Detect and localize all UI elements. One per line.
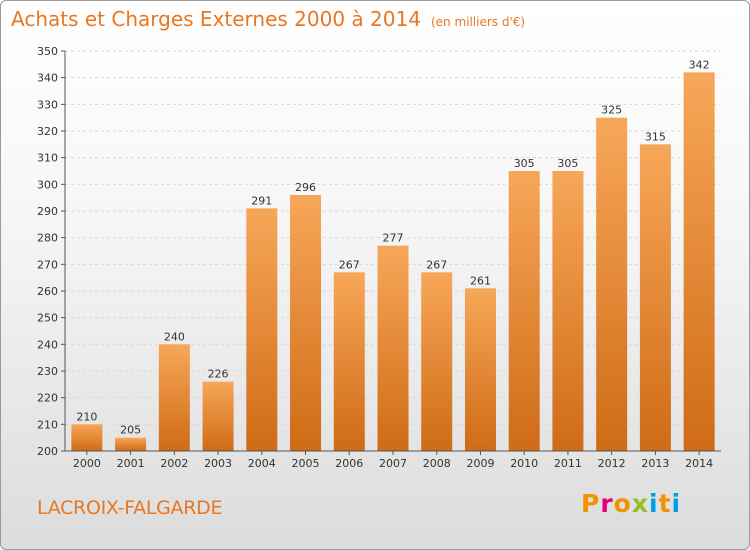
logo-letter: P (581, 489, 601, 518)
value-label-2009: 261 (470, 274, 491, 287)
bar-2014 (683, 72, 715, 451)
value-label-2006: 267 (339, 258, 360, 271)
chart-title-block: Achats et Charges Externes 2000 à 2014 (e… (11, 7, 525, 31)
axes: 200 210 220 230 240 250 260 270 280 290 300 310 320 3… (37, 45, 721, 470)
bar-2000 (71, 424, 103, 451)
y-tick-label: 280 (37, 232, 58, 245)
y-tick-label: 260 (37, 285, 58, 298)
chart-unit: (en milliers d'€) (430, 15, 526, 29)
value-label-2005: 296 (295, 181, 316, 194)
bar-2010 (508, 171, 540, 451)
bar-2006 (333, 272, 365, 451)
y-tick-label: 300 (37, 178, 58, 191)
x-tick-label-2007: 2007 (379, 457, 407, 470)
bar-2007 (377, 245, 409, 451)
x-tick-label-2009: 2009 (466, 457, 494, 470)
bar-2005 (290, 195, 322, 451)
bar-2009 (464, 288, 496, 451)
y-tick-label: 250 (37, 312, 58, 325)
logo-letter: i (671, 489, 682, 518)
y-tick-label: 340 (37, 72, 58, 85)
value-label-2013: 315 (645, 130, 666, 143)
x-tick-label-2014: 2014 (685, 457, 713, 470)
value-label-2010: 305 (514, 157, 535, 170)
bar-2008 (421, 272, 453, 451)
bars (71, 72, 715, 452)
y-tick-label: 320 (37, 125, 58, 138)
y-tick-label: 210 (37, 418, 58, 431)
bar-2004 (246, 208, 278, 451)
bar-2002 (158, 344, 190, 451)
bar-2012 (596, 117, 628, 452)
y-tick-label: 290 (37, 205, 58, 218)
x-tick-label-2000: 2000 (73, 457, 101, 470)
y-tick-label: 270 (37, 258, 58, 271)
y-tick-label: 330 (37, 98, 58, 111)
value-label-2008: 267 (426, 258, 447, 271)
x-tick-label-2001: 2001 (117, 457, 145, 470)
y-tick-label: 350 (37, 45, 58, 58)
x-tick-label-2006: 2006 (335, 457, 363, 470)
logo-letter: x (631, 489, 649, 518)
x-tick-label-2005: 2005 (292, 457, 320, 470)
town-name: LACROIX-FALGARDE (37, 497, 223, 519)
value-label-2004: 291 (251, 194, 272, 207)
y-tick-label: 230 (37, 365, 58, 378)
value-label-2007: 277 (383, 232, 404, 245)
x-tick-label-2013: 2013 (641, 457, 669, 470)
logo-letter: o (613, 489, 632, 518)
logo-letter: t (658, 489, 672, 518)
x-tick-label-2004: 2004 (248, 457, 276, 470)
y-tick-label: 240 (37, 338, 58, 351)
proxiti-logo[interactable]: Proxiti (581, 489, 681, 518)
x-tick-label-2011: 2011 (554, 457, 582, 470)
y-tick-label: 200 (37, 445, 58, 458)
bar-2011 (552, 171, 584, 451)
value-label-2001: 205 (120, 424, 141, 437)
bar-2013 (639, 144, 671, 452)
logo-letter: i (649, 489, 659, 518)
x-tick-label-2012: 2012 (598, 457, 626, 470)
bar-2003 (202, 381, 234, 451)
value-label-2002: 240 (164, 330, 185, 343)
value-label-2000: 210 (76, 410, 97, 423)
chart-title: Achats et Charges Externes 2000 à 2014 (11, 7, 421, 31)
y-tick-label: 220 (37, 392, 58, 405)
bar-2001 (115, 437, 147, 451)
value-label-2003: 226 (208, 368, 229, 381)
logo-letter: r (600, 489, 614, 518)
x-tick-label-2008: 2008 (423, 457, 451, 470)
value-label-2014: 342 (689, 58, 710, 71)
y-tick-label: 310 (37, 152, 58, 165)
x-tick-label-2003: 2003 (204, 457, 232, 470)
value-labels: 210 205 240 226 291 296 267 277 267 261 305 305 325 3… (76, 58, 709, 436)
x-tick-label-2010: 2010 (510, 457, 538, 470)
value-label-2011: 305 (557, 157, 578, 170)
value-label-2012: 325 (601, 104, 622, 117)
x-tick-label-2002: 2002 (160, 457, 188, 470)
